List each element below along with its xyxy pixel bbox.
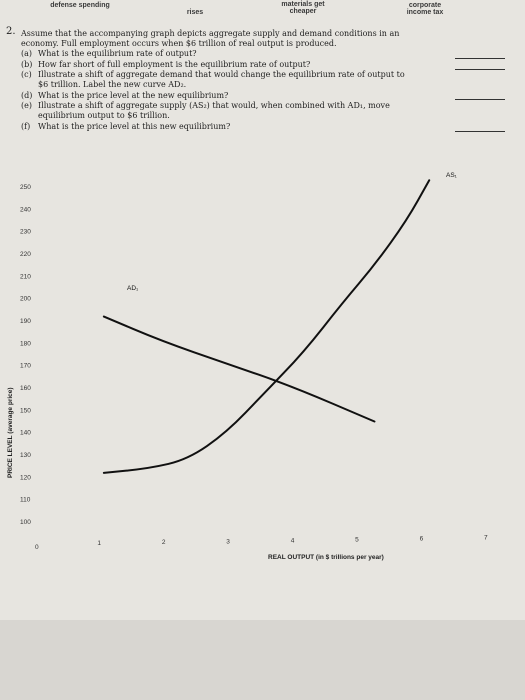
header-item-rises: rises bbox=[186, 9, 204, 16]
y-axis-tick-labels: 250 240 230 220 210 200 190 180 170 160 150 140 130 1… bbox=[20, 184, 31, 526]
y-tick-130: 130 bbox=[20, 452, 31, 459]
question-intro-line-1: Assume that the accompanying graph depic… bbox=[21, 29, 400, 38]
question-intro-line-2: economy. Full employment occurs when $6 … bbox=[21, 39, 337, 48]
y-tick-200: 200 bbox=[20, 296, 31, 303]
curve-label-ad1: AD₁ bbox=[127, 285, 139, 292]
part-c-text-1: Illustrate a shift of aggregate demand t… bbox=[38, 70, 405, 79]
part-d-text: What is the price level at the new equil… bbox=[38, 91, 229, 100]
y-tick-230: 230 bbox=[20, 229, 31, 236]
worksheet-page bbox=[0, 0, 525, 620]
part-a-text: What is the equilibrium rate of output? bbox=[38, 49, 197, 58]
part-d-label: (d) bbox=[21, 91, 33, 100]
y-tick-120: 120 bbox=[20, 474, 31, 481]
x-axis-tick-labels: 0 1 2 3 4 5 6 7 bbox=[35, 535, 488, 551]
y-tick-150: 150 bbox=[20, 407, 31, 414]
answer-blank-a[interactable] bbox=[455, 58, 505, 59]
header-item-defense: defense spending bbox=[50, 2, 110, 9]
y-tick-190: 190 bbox=[20, 318, 31, 325]
y-tick-210: 210 bbox=[20, 273, 31, 280]
y-tick-240: 240 bbox=[20, 206, 31, 213]
y-tick-180: 180 bbox=[20, 340, 31, 347]
x-tick-1: 1 bbox=[97, 540, 101, 547]
y-tick-170: 170 bbox=[20, 363, 31, 370]
x-tick-0: 0 bbox=[35, 544, 39, 551]
x-tick-7: 7 bbox=[484, 535, 488, 542]
x-tick-5: 5 bbox=[355, 537, 359, 544]
part-b-text: How far short of full employment is the … bbox=[38, 60, 311, 69]
part-b-label: (b) bbox=[21, 60, 33, 69]
y-axis-label: PRICE LEVEL (average price) bbox=[7, 387, 14, 478]
y-tick-100: 100 bbox=[20, 519, 31, 526]
y-tick-110: 110 bbox=[20, 497, 31, 504]
question-number: 2. bbox=[6, 26, 16, 37]
part-f-label: (f) bbox=[21, 122, 31, 131]
aggregate-supply-demand-graph: 2502402302202102001901801701601501401301… bbox=[7, 172, 488, 561]
x-axis-label: REAL OUTPUT (in $ trillions per year) bbox=[268, 554, 384, 561]
x-tick-2: 2 bbox=[162, 539, 166, 546]
curves bbox=[102, 179, 431, 474]
x-tick-3: 3 bbox=[226, 538, 230, 545]
page-bottom-edge bbox=[0, 620, 525, 700]
ad1-curve bbox=[102, 315, 376, 423]
curve-label-as1: AS₁ bbox=[446, 172, 458, 179]
y-tick-220: 220 bbox=[20, 251, 31, 258]
answer-blank-d[interactable] bbox=[455, 99, 505, 100]
part-c-text-2: $6 trillion. Label the new curve AD₂. bbox=[38, 80, 187, 89]
header-item-materials: materials get cheaper bbox=[281, 1, 325, 15]
part-e-text-2: equilibrium output to $6 trillion. bbox=[38, 111, 170, 120]
y-tick-250: 250 bbox=[20, 184, 31, 191]
x-tick-4: 4 bbox=[291, 537, 295, 544]
part-c-label: (c) bbox=[21, 70, 32, 79]
answer-blank-b[interactable] bbox=[455, 69, 505, 70]
as1-curve bbox=[102, 179, 431, 474]
part-e-label: (e) bbox=[21, 101, 32, 110]
part-e-text-1: Illustrate a shift of aggregate supply (… bbox=[38, 101, 390, 110]
x-tick-6: 6 bbox=[420, 536, 424, 543]
y-tick-140: 140 bbox=[20, 430, 31, 437]
part-f-text: What is the price level at this new equi… bbox=[38, 122, 231, 131]
part-a-label: (a) bbox=[21, 49, 33, 58]
answer-blank-f[interactable] bbox=[455, 131, 505, 132]
y-tick-160: 160 bbox=[20, 385, 31, 392]
header-item-corporate: corporate income tax bbox=[406, 2, 444, 16]
